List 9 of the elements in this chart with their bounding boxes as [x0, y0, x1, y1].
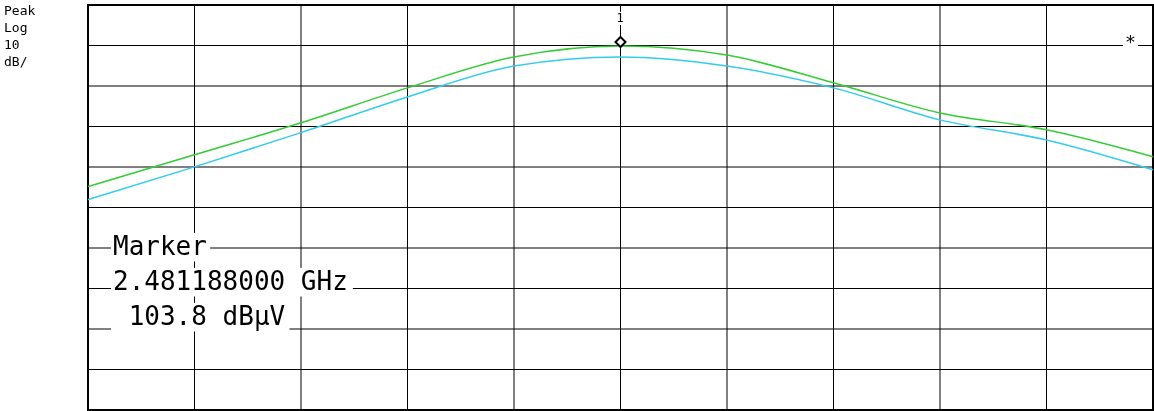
annotation: 2.481188000 GHz [113, 266, 348, 296]
annotation: * [1125, 31, 1136, 52]
text: 10 [4, 37, 20, 52]
annotation: 103.8 dBµV [113, 301, 286, 331]
text: dB/ [4, 54, 28, 69]
text: Log [4, 20, 28, 35]
annotation: Marker [113, 231, 207, 261]
text: 1 [616, 11, 624, 25]
text: Peak [4, 3, 36, 18]
